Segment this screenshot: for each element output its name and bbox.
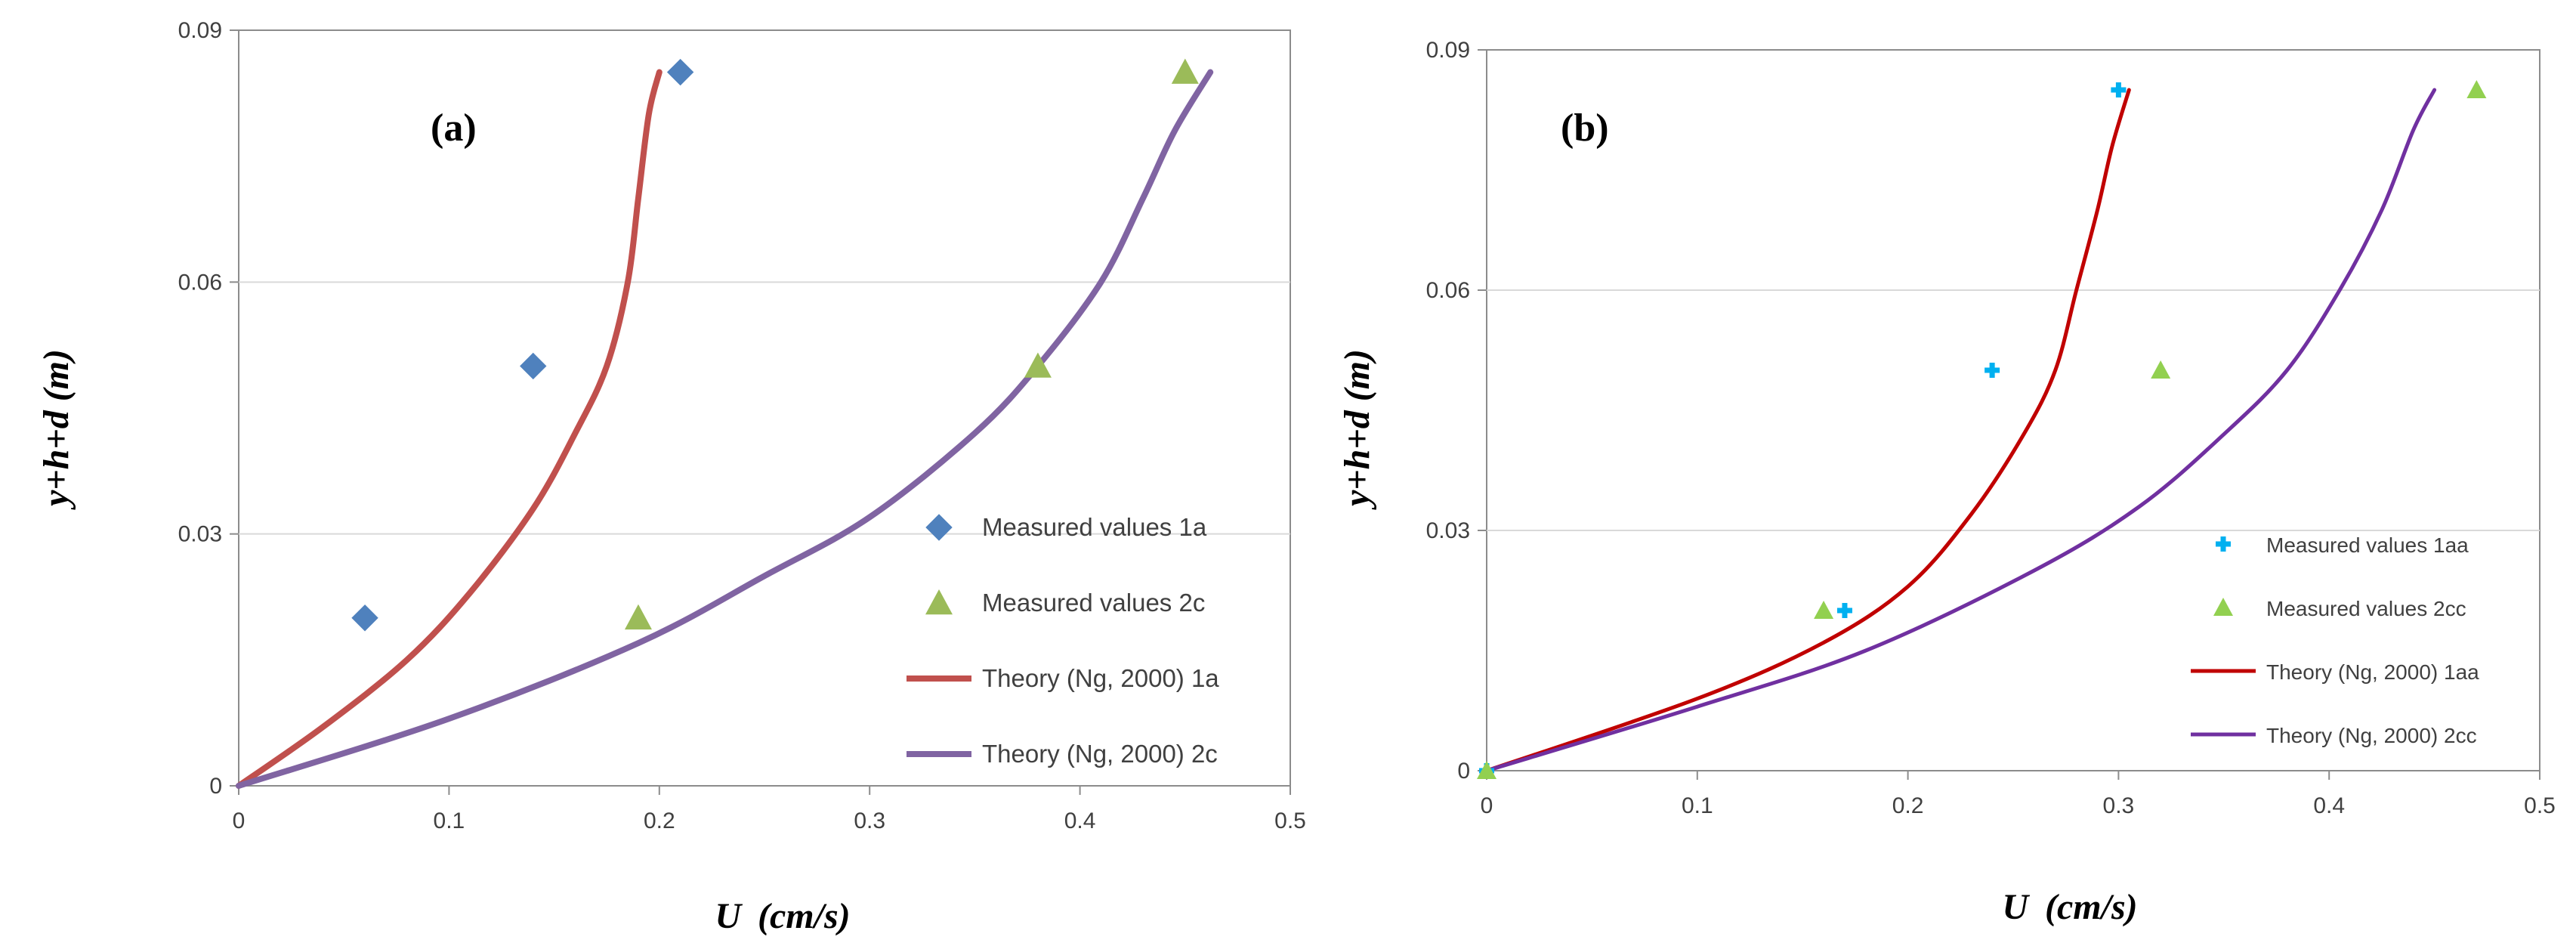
x-tick-label: 0.1 [1682,793,1713,818]
data-point-triangle [624,604,652,630]
x-axis-title-b: U (cm/s) [2002,887,2137,927]
data-point-triangle [1024,352,1052,378]
panel-label-b: (b) [1561,107,1609,150]
y-tick-label: 0.09 [1426,38,1470,63]
data-point-plus [1985,363,2000,378]
legend-label: Measured values 1a [982,513,1207,541]
x-tick-label: 0.3 [2103,793,2135,818]
data-point-diamond [666,58,694,86]
legend-item: Measured values 2c [925,589,1205,617]
legend-label: Measured values 2c [982,589,1205,617]
y-tick-label: 0.06 [1426,278,1470,303]
x-tick-label: 0.1 [434,808,465,833]
y-tick-label: 0 [1457,759,1470,784]
series-line [236,69,663,789]
x-tick-label: 0.2 [1892,793,1924,818]
series-group-a [236,58,1214,789]
legend-label: Theory (Ng, 2000) 1aa [2266,660,2479,684]
y-tick-label: 0.09 [178,18,222,43]
data-point-triangle [1477,761,1496,780]
series-group-b [1477,80,2487,780]
x-tick-label: 0.4 [2313,793,2345,818]
legend-a: Measured values 1a Measured values 2c Theo… [907,513,1219,768]
data-point-triangle [2151,360,2171,379]
y-tick-labels-a: 0 0.03 0.06 0.09 [178,18,222,799]
plot-area-a [238,29,1291,787]
legend-b: Measured values 1aa Measured values 2cc Th… [2191,533,2479,747]
legend-swatch-triangle [925,589,953,615]
x-axis-title-a: U (cm/s) [715,896,850,936]
y-axis-title-a: y+h+d (m) [36,349,76,510]
x-tick-label: 0.5 [2524,793,2556,818]
legend-swatch-diamond [925,514,953,541]
data-point-plus [2111,82,2127,97]
legend-label: Theory (Ng, 2000) 2c [982,740,1218,768]
x-axis-title-var-b: U [2002,887,2030,927]
data-point-triangle [1171,58,1199,84]
x-tick-label: 0.5 [1274,808,1306,833]
x-tick-label: 0.2 [644,808,675,833]
data-point-triangle [2466,80,2487,99]
legend-item: Theory (Ng, 2000) 2cc [2191,724,2477,747]
legend-label: Theory (Ng, 2000) 1a [982,664,1219,692]
series-line [1484,88,2131,773]
data-point-diamond [520,352,547,380]
y-axis-gridlines-b [1478,49,2540,780]
plot-area-b [1486,49,2540,771]
y-tick-labels-b: 0 0.03 0.06 0.09 [1426,38,1470,784]
y-tick-label: 0.03 [178,522,222,547]
chart-panel-a: 0 0.03 0.06 0.09 0 0.1 0.2 0.3 0.4 0.5 (a) y+h+d… [36,18,1306,936]
data-point-diamond [351,604,378,632]
x-tick-label: 0.3 [854,808,885,833]
legend-label: Measured values 2cc [2266,597,2466,620]
y-tick-label: 0.06 [178,270,222,295]
x-tick-labels-b: 0 0.1 0.2 0.3 0.4 0.5 [1481,793,2556,818]
legend-swatch-triangle [2213,598,2233,617]
legend-label: Measured values 1aa [2266,533,2469,557]
x-tick-label: 0 [233,808,246,833]
legend-item: Measured values 1aa [2216,533,2469,557]
legend-swatch-plus [2216,536,2231,552]
series-line [236,69,1214,789]
x-axis-title-var-a: U [715,896,743,936]
legend-item: Theory (Ng, 2000) 2c [907,740,1218,768]
legend-item: Measured values 1a [925,513,1207,541]
x-tick-labels-a: 0 0.1 0.2 0.3 0.4 0.5 [233,808,1306,833]
x-tick-label: 0 [1481,793,1493,818]
series-line [1484,88,2437,773]
x-axis-title-unit-b: (cm/s) [2045,887,2138,927]
legend-label: Theory (Ng, 2000) 2cc [2266,724,2477,747]
data-point-plus [1836,603,1852,618]
chart-panel-b: 0 0.03 0.06 0.09 0 0.1 0.2 0.3 0.4 0.5 (b) y+h+d… [1337,38,2556,927]
panel-label-a: (a) [431,107,477,150]
legend-item: Measured values 2cc [2213,597,2466,620]
data-point-triangle [1814,601,1834,620]
legend-item: Theory (Ng, 2000) 1aa [2191,660,2479,684]
y-axis-title-b: y+h+d (m) [1337,349,1377,510]
x-tick-label: 0.4 [1064,808,1096,833]
y-tick-label: 0 [209,774,222,799]
y-tick-label: 0.03 [1426,518,1470,543]
legend-item: Theory (Ng, 2000) 1a [907,664,1219,692]
x-axis-title-unit-a: (cm/s) [758,896,851,936]
